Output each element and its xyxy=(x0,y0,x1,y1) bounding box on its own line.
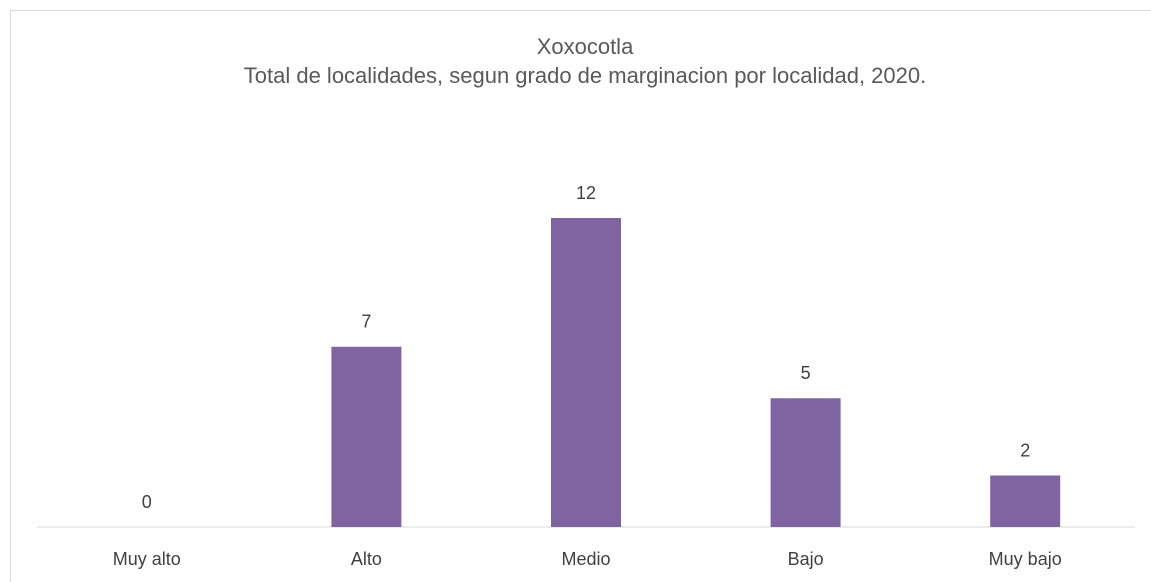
data-label: 12 xyxy=(576,183,596,203)
bar xyxy=(770,398,841,527)
bar xyxy=(551,218,621,527)
x-tick-label: Alto xyxy=(351,549,382,569)
data-label: 2 xyxy=(1020,440,1030,460)
x-tick-label: Bajo xyxy=(788,549,824,569)
chart-title: Xoxocotla xyxy=(536,34,634,59)
bar xyxy=(990,475,1061,527)
data-label: 5 xyxy=(801,363,811,383)
chart-subtitle: Total de localidades, segun grado de mar… xyxy=(243,63,927,88)
titles: Xoxocotla Total de localidades, segun gr… xyxy=(155,32,1015,90)
x-tick-label: Muy alto xyxy=(113,549,181,569)
bar xyxy=(331,346,402,527)
chart-frame xyxy=(10,10,1151,582)
data-label: 0 xyxy=(142,492,152,512)
x-tick-label: Muy bajo xyxy=(989,549,1062,569)
data-label: 7 xyxy=(361,312,371,332)
x-tick-label: Medio xyxy=(561,549,610,569)
